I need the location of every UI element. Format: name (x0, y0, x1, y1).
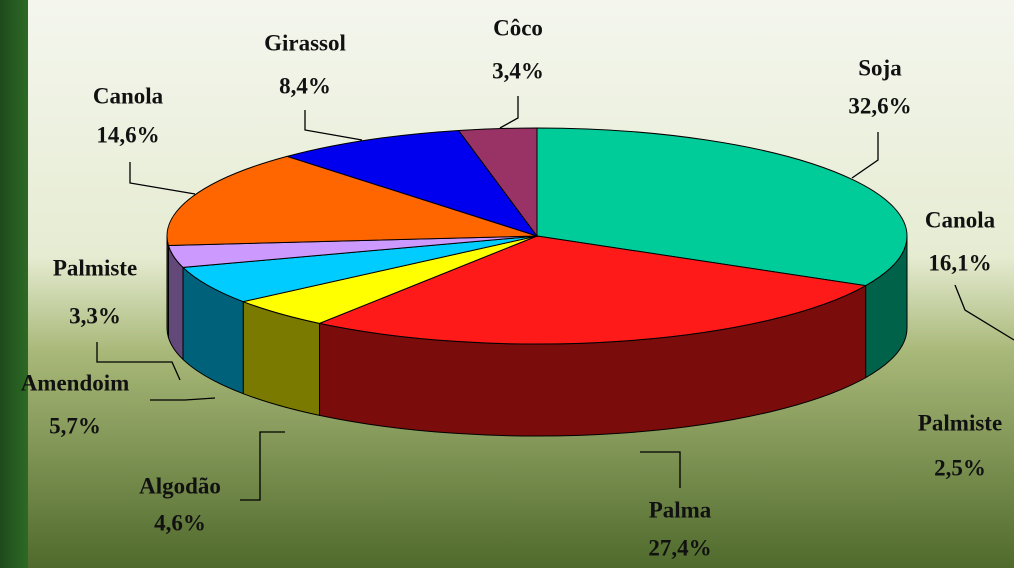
slice-label: Algodão (139, 473, 221, 498)
value-label: 3,4% (492, 58, 544, 83)
slice-label: Amendoim (21, 370, 130, 395)
value-label: 32,6% (848, 93, 911, 118)
value-label: 3,3% (69, 303, 121, 328)
annotation-name: Canola (925, 207, 996, 232)
slice-label: Palmiste (53, 255, 137, 280)
value-label: 14,6% (96, 122, 159, 147)
left-strip (0, 0, 28, 568)
value-label: 27,4% (648, 535, 711, 560)
slice-side (167, 236, 168, 337)
slice-label: Palma (649, 497, 712, 522)
slice-label: Soja (858, 55, 902, 80)
slice-label: Canola (93, 83, 164, 108)
value-label: 4,6% (154, 510, 206, 535)
annotation-name: Palmiste (918, 410, 1002, 435)
slice-label: Côco (493, 15, 543, 40)
annotation-text: 16,1% (928, 250, 991, 275)
value-label: 8,4% (279, 73, 331, 98)
annotation-text: 2,5% (934, 455, 986, 480)
slice-label: Girassol (264, 30, 346, 55)
value-label: 5,7% (49, 413, 101, 438)
chart: Soja 32,6% Palma 27,4% Algodão 4,6% Amendoim 5,… (0, 0, 1014, 568)
